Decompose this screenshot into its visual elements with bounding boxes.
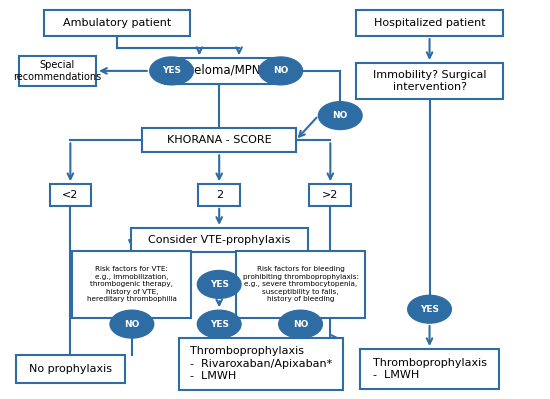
Text: Thromboprophylaxis
-  LMWH: Thromboprophylaxis - LMWH <box>372 358 487 380</box>
Text: No prophylaxis: No prophylaxis <box>29 364 112 374</box>
Ellipse shape <box>150 57 194 85</box>
Text: <2: <2 <box>62 190 79 200</box>
FancyBboxPatch shape <box>310 184 351 206</box>
Text: YES: YES <box>210 280 229 289</box>
Text: Myeloma/MPN: Myeloma/MPN <box>178 64 261 77</box>
Text: NO: NO <box>124 320 140 329</box>
Text: YES: YES <box>420 305 439 314</box>
Ellipse shape <box>197 271 241 298</box>
FancyBboxPatch shape <box>43 10 190 36</box>
Text: Ambulatory patient: Ambulatory patient <box>63 18 171 28</box>
Ellipse shape <box>318 102 362 130</box>
FancyBboxPatch shape <box>236 251 365 318</box>
Text: Hospitalized patient: Hospitalized patient <box>374 18 485 28</box>
Text: Immobility? Surgical
intervention?: Immobility? Surgical intervention? <box>373 70 486 92</box>
Ellipse shape <box>197 310 241 338</box>
FancyBboxPatch shape <box>179 338 343 390</box>
FancyBboxPatch shape <box>142 128 296 152</box>
Text: NO: NO <box>293 320 308 329</box>
Ellipse shape <box>110 310 153 338</box>
FancyBboxPatch shape <box>164 58 274 84</box>
Text: >2: >2 <box>322 190 338 200</box>
FancyBboxPatch shape <box>356 10 503 36</box>
Text: Consider VTE-prophylaxis: Consider VTE-prophylaxis <box>148 235 290 245</box>
Text: NO: NO <box>273 66 288 75</box>
Text: 2: 2 <box>216 190 223 200</box>
FancyBboxPatch shape <box>360 349 499 389</box>
Text: Special
recommendations: Special recommendations <box>13 60 102 82</box>
FancyBboxPatch shape <box>131 228 307 252</box>
FancyBboxPatch shape <box>19 56 96 86</box>
FancyBboxPatch shape <box>50 184 91 206</box>
Ellipse shape <box>279 310 322 338</box>
Text: KHORANA - SCORE: KHORANA - SCORE <box>167 135 272 145</box>
Text: Thromboprophylaxis
-  Rivaroxaban/Apixaban*
-  LMWH: Thromboprophylaxis - Rivaroxaban/Apixaba… <box>190 346 332 381</box>
FancyBboxPatch shape <box>16 355 125 383</box>
Ellipse shape <box>408 295 452 323</box>
Text: YES: YES <box>162 66 181 75</box>
Text: Risk factors for bleeding
prohibiting thromboprophylaxis:
e.g., severe thrombocy: Risk factors for bleeding prohibiting th… <box>243 267 359 302</box>
FancyBboxPatch shape <box>356 63 503 99</box>
Text: NO: NO <box>333 111 348 120</box>
Text: Risk factors for VTE:
e.g., Immobilization,
thrombogenic therapy,
history of VTE: Risk factors for VTE: e.g., Immobilizati… <box>87 267 177 302</box>
FancyBboxPatch shape <box>199 184 240 206</box>
Text: YES: YES <box>210 320 229 329</box>
Ellipse shape <box>259 57 303 85</box>
FancyBboxPatch shape <box>73 251 191 318</box>
